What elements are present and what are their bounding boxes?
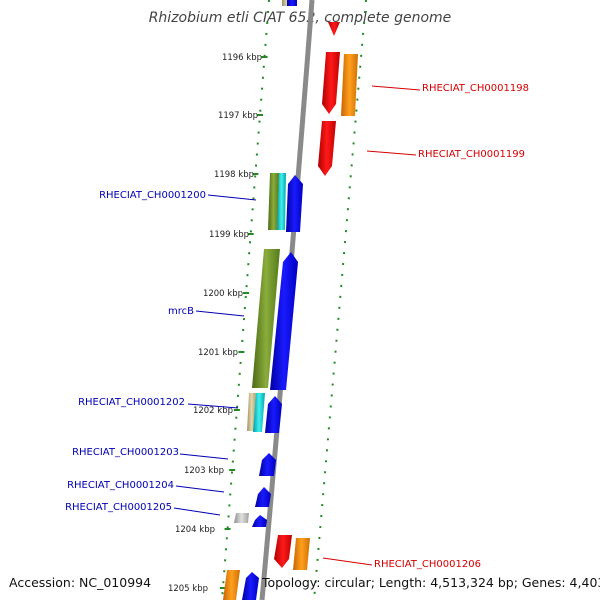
map-title: Rhizobium etli CIAT 652, complete genome: [148, 10, 452, 26]
olive-feature-1200: [268, 173, 279, 230]
topology-text: Topology: circular; Length: 4,513,324 bp…: [262, 575, 600, 590]
ruler-tick-1196: 1196 kbp: [222, 53, 262, 63]
cyan-feature-1202: [253, 393, 265, 432]
grey-feature-1205: [234, 513, 249, 523]
label-rheciat-ch0001206[interactable]: RHECIAT_CH0001206: [374, 559, 481, 570]
ruler-tick-1199: 1199 kbp: [209, 230, 249, 240]
cds-rheciat-ch0001202[interactable]: [265, 396, 282, 433]
reverse-dotted-guide: [221, 0, 270, 600]
cds-rheciat-ch0001198[interactable]: [322, 52, 340, 114]
label-rheciat-ch0001205[interactable]: RHECIAT_CH0001205: [65, 502, 172, 513]
ruler-tick-1197: 1197 kbp: [218, 111, 258, 121]
label-rheciat-ch0001199[interactable]: RHECIAT_CH0001199: [418, 149, 525, 160]
reverse-features: [223, 0, 303, 600]
ruler-tick-1204: 1204 kbp: [175, 525, 215, 535]
cds-reverse-bottom-partial[interactable]: [242, 572, 259, 600]
gene-labels: RHECIAT_CH0001198 RHECIAT_CH0001199 RHEC…: [65, 83, 529, 570]
label-leaders: [173, 85, 421, 566]
label-rheciat-ch0001200[interactable]: RHECIAT_CH0001200: [99, 190, 206, 201]
label-mrcb[interactable]: mrcB: [168, 306, 194, 317]
forward-features: [274, 22, 358, 570]
cds-rheciat-ch0001205[interactable]: [252, 515, 267, 527]
label-rheciat-ch0001203[interactable]: RHECIAT_CH0001203: [72, 447, 179, 458]
ruler-tick-1205: 1205 kbp: [168, 584, 208, 594]
cds-mrcb[interactable]: [270, 252, 298, 390]
cds-rheciat-ch0001199[interactable]: [318, 121, 336, 176]
forward-dotted-guide: [313, 0, 367, 600]
cds-rheciat-ch0001206[interactable]: [274, 535, 292, 568]
rna-orange-1198[interactable]: [341, 54, 358, 116]
ruler-tick-1201: 1201 kbp: [198, 348, 238, 358]
cds-rheciat-ch0001203[interactable]: [259, 453, 276, 476]
olive-feature-mrcb: [252, 249, 280, 388]
label-rheciat-ch0001198[interactable]: RHECIAT_CH0001198: [422, 83, 529, 94]
ruler-tick-1200: 1200 kbp: [203, 289, 243, 299]
cyan-feature-1200: [277, 173, 286, 230]
accession-text: Accession: NC_010994: [9, 575, 152, 590]
label-rheciat-ch0001202[interactable]: RHECIAT_CH0001202: [78, 397, 185, 408]
ruler-tick-1203: 1203 kbp: [184, 466, 224, 476]
cds-reverse-top-partial[interactable]: [287, 0, 297, 6]
rna-orange-bottom: [223, 570, 240, 600]
cds-forward-top-partial[interactable]: [328, 22, 340, 36]
label-rheciat-ch0001204[interactable]: RHECIAT_CH0001204: [67, 480, 174, 491]
rna-orange-1206[interactable]: [293, 538, 310, 570]
ruler-tick-1198: 1198 kbp: [214, 170, 254, 180]
cds-rheciat-ch0001204[interactable]: [255, 487, 271, 507]
ruler-tick-1202: 1202 kbp: [193, 406, 233, 416]
tan-feature-1202: [247, 393, 256, 431]
cds-rheciat-ch0001200[interactable]: [286, 175, 303, 232]
